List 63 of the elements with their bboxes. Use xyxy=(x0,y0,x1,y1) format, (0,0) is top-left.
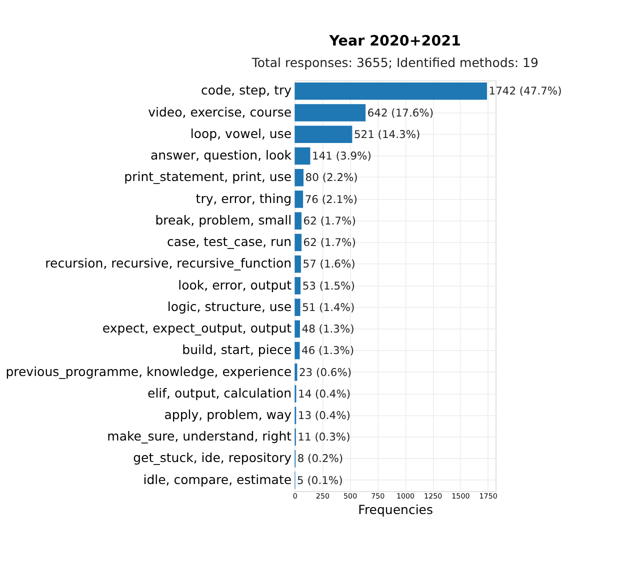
bar xyxy=(294,234,302,252)
data-label: 62 (1.7%) xyxy=(303,236,356,250)
y-tick-label: idle, compare, estimate xyxy=(143,472,292,487)
y-tick-label: code, step, try xyxy=(201,82,292,98)
y-tick-label: make_sure, understand, right xyxy=(107,428,292,444)
x-tick-label: 1500 xyxy=(452,492,470,501)
bar xyxy=(294,364,298,381)
y-tick-label: previous_programme, knowledge, experience xyxy=(6,364,292,379)
bar xyxy=(294,147,310,165)
data-label: 48 (1.3%) xyxy=(302,322,354,336)
bar xyxy=(294,126,352,144)
data-label: 11 (0.3%) xyxy=(298,430,350,444)
x-tick-label: 1000 xyxy=(396,492,416,501)
chart-subtitle: Total responses: 3655; Identified methods: 19 xyxy=(250,54,538,70)
y-tick-label: print_statement, print, use xyxy=(124,169,292,184)
y-tick-label: case, test_case, run xyxy=(166,234,292,250)
y-tick-label: break, problem, small xyxy=(155,212,292,228)
data-label: 57 (1.6%) xyxy=(302,258,356,271)
bar xyxy=(294,277,301,294)
bar xyxy=(294,320,300,338)
x-tick-label: 1750 xyxy=(479,492,498,501)
data-label: 5 (0.1%) xyxy=(297,474,343,487)
y-tick-label: recursion, recursive, recursive_function xyxy=(45,256,292,271)
y-tick-label: expect, expect_output, output xyxy=(102,320,292,336)
bar xyxy=(294,255,301,273)
y-tick-label: apply, problem, way xyxy=(164,407,292,422)
bar xyxy=(294,190,304,208)
chart-title: Year 2020+2021 xyxy=(328,34,461,50)
data-label: 62 (1.7%) xyxy=(303,214,356,228)
bar xyxy=(294,212,302,230)
y-tick-label: answer, question, look xyxy=(150,148,292,163)
y-tick-label: try, error, thing xyxy=(196,190,292,206)
data-label: 51 (1.4%) xyxy=(302,300,355,314)
x-tick-label: 750 xyxy=(371,492,386,501)
data-label: 14 (0.4%) xyxy=(298,387,351,400)
x-tick-label: 1250 xyxy=(424,492,443,501)
bar xyxy=(294,298,300,316)
x-tick-label: 500 xyxy=(344,492,358,501)
bar xyxy=(294,82,487,100)
data-label: 1742 (47.7%) xyxy=(488,84,562,98)
data-label: 642 (17.6%) xyxy=(367,106,434,120)
y-tick-label: loop, vowel, use xyxy=(190,126,292,141)
x-tick-label: 250 xyxy=(316,492,330,501)
data-label: 80 (2.2%) xyxy=(305,171,358,184)
data-label: 23 (0.6%) xyxy=(299,366,352,379)
data-label: 8 (0.2%) xyxy=(297,452,344,466)
y-tick-label: get_stuck, ide, repository xyxy=(133,450,292,466)
y-tick-label: elif, output, calculation xyxy=(148,385,292,400)
data-label: 46 (1.3%) xyxy=(302,344,354,358)
data-label: 13 (0.4%) xyxy=(298,409,350,422)
data-label: 521 (14.3%) xyxy=(354,128,420,141)
data-label: 53 (1.5%) xyxy=(302,279,355,292)
x-tick-label: 0 xyxy=(292,492,298,501)
bar xyxy=(294,342,300,360)
x-axis-title: Frequencies xyxy=(358,502,434,517)
y-tick-label: video, exercise, course xyxy=(148,104,292,120)
y-tick-label: look, error, output xyxy=(178,277,292,292)
data-label: 141 (3.9%) xyxy=(312,150,372,163)
y-tick-label: build, start, piece xyxy=(182,342,292,358)
bar xyxy=(294,168,304,186)
data-label: 76 (2.1%) xyxy=(304,192,358,206)
bar xyxy=(294,104,366,122)
y-tick-label: logic, structure, use xyxy=(167,298,292,314)
